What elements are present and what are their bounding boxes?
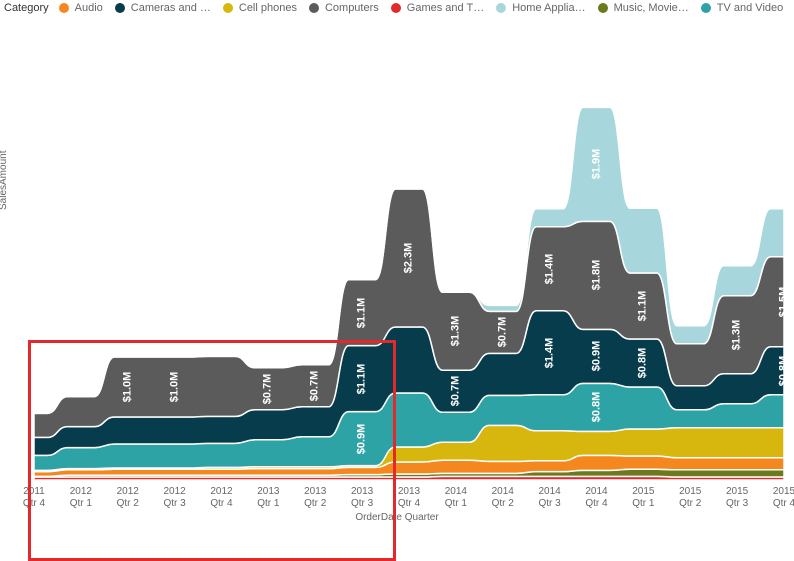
x-tick: 2014Qtr 1: [434, 486, 478, 510]
x-tick: 2013Qtr 4: [387, 486, 431, 510]
legend-swatch[interactable]: [223, 3, 233, 13]
x-tick: 2013Qtr 1: [246, 486, 290, 510]
legend-title: Category: [4, 2, 49, 14]
legend-label[interactable]: TV and Video: [717, 2, 783, 14]
x-tick: 2015Qtr 1: [621, 486, 665, 510]
x-tick: 2012Qtr 1: [59, 486, 103, 510]
legend: Category Audio Cameras and … Cell phones Co…: [4, 2, 789, 14]
legend-swatch[interactable]: [309, 3, 319, 13]
x-tick: 2012Qtr 4: [200, 486, 244, 510]
legend-swatch[interactable]: [115, 3, 125, 13]
x-tick: 2015Qtr 3: [715, 486, 759, 510]
stream-svg: [34, 30, 784, 480]
x-tick: 2014Qtr 3: [528, 486, 572, 510]
legend-swatch[interactable]: [59, 3, 69, 13]
legend-swatch[interactable]: [496, 3, 506, 13]
x-tick: 2013Qtr 3: [340, 486, 384, 510]
x-tick: 2013Qtr 2: [293, 486, 337, 510]
legend-label[interactable]: Cameras and …: [131, 2, 211, 14]
plot-area: $1.0M$1.0M$0.7M$0.7M$1.1M$1.1M$0.9M$2.3M…: [34, 30, 784, 480]
chart-container: Category Audio Cameras and … Cell phones Co…: [0, 0, 794, 553]
legend-label[interactable]: Cell phones: [239, 2, 297, 14]
x-tick: 2015Qtr 4: [762, 486, 794, 510]
x-tick: 2012Qtr 2: [106, 486, 150, 510]
x-tick: 2012Qtr 3: [153, 486, 197, 510]
legend-label[interactable]: Home Applia…: [512, 2, 585, 14]
legend-swatch[interactable]: [598, 3, 608, 13]
x-tick: 2014Qtr 2: [481, 486, 525, 510]
x-axis-label: OrderDate Quarter: [0, 512, 794, 523]
x-tick: 2015Qtr 2: [668, 486, 712, 510]
legend-label[interactable]: Computers: [325, 2, 379, 14]
legend-label[interactable]: Music, Movie…: [614, 2, 689, 14]
legend-label[interactable]: Games and T…: [407, 2, 484, 14]
legend-label[interactable]: Audio: [75, 2, 103, 14]
legend-swatch[interactable]: [391, 3, 401, 13]
y-axis-label: SalesAmount: [0, 151, 9, 210]
x-tick: 2011Qtr 4: [12, 486, 56, 510]
x-tick: 2014Qtr 4: [575, 486, 619, 510]
legend-swatch[interactable]: [701, 3, 711, 13]
